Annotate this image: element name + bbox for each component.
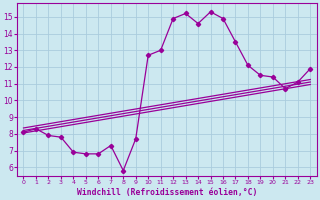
X-axis label: Windchill (Refroidissement éolien,°C): Windchill (Refroidissement éolien,°C) <box>77 188 257 197</box>
